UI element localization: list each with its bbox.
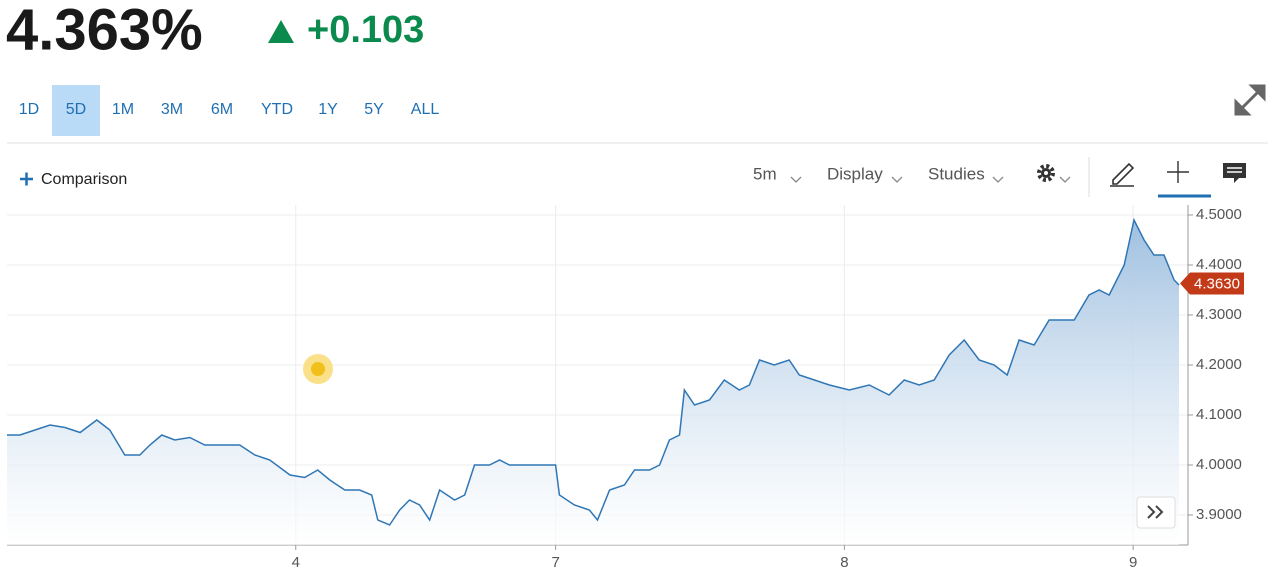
- y-tick-label: 3.9000: [1196, 506, 1242, 523]
- studies-button[interactable]: Studies: [928, 164, 985, 183]
- crosshair-icon[interactable]: [1167, 161, 1189, 183]
- x-tick-label: 9: [1129, 554, 1137, 571]
- comparison-label: Comparison: [41, 171, 127, 188]
- y-tick-label: 4.5000: [1196, 206, 1242, 223]
- y-tick-label: 4.4000: [1196, 256, 1242, 273]
- range-button[interactable]: 1M: [112, 101, 134, 118]
- range-button[interactable]: 6M: [211, 101, 233, 118]
- y-tick-label: 4.1000: [1196, 406, 1242, 423]
- range-selected-bg: [52, 85, 100, 136]
- chevrons: [790, 176, 1071, 183]
- y-tick-label: 4.3000: [1196, 306, 1242, 323]
- up-arrow: [268, 20, 294, 43]
- x-tick-label: 8: [840, 554, 848, 571]
- interval-button[interactable]: 5m: [753, 164, 777, 183]
- price: 4.363%: [6, 0, 203, 62]
- plus-icon: [20, 172, 33, 186]
- settings-icon[interactable]: [1037, 164, 1055, 182]
- price-line: [7, 217, 1180, 526]
- range-button[interactable]: 3M: [161, 101, 183, 118]
- range-button[interactable]: YTD: [261, 101, 293, 118]
- expand-icon[interactable]: [1234, 84, 1266, 116]
- x-tick-label: 4: [292, 554, 300, 571]
- event-marker[interactable]: [311, 362, 325, 376]
- comparison-button[interactable]: Comparison: [20, 171, 127, 188]
- price-change: +0.103: [307, 9, 424, 51]
- comment-icon[interactable]: [1223, 163, 1246, 183]
- last-value-label: 4.3630: [1194, 275, 1240, 292]
- range-button[interactable]: 1D: [19, 101, 39, 118]
- range-button[interactable]: 1Y: [318, 101, 338, 118]
- range-button[interactable]: ALL: [411, 101, 440, 118]
- y-tick-label: 4.0000: [1196, 456, 1242, 473]
- scroll-button[interactable]: [1136, 496, 1176, 529]
- range-bar: 1D 5D 1M 3M 6M YTD 1Y 5Y ALL: [19, 85, 440, 136]
- last-value-tag: [1180, 272, 1244, 295]
- area-fill: [7, 220, 1179, 545]
- x-tick-label: 7: [551, 554, 559, 571]
- y-tick-label: 4.2000: [1196, 356, 1242, 373]
- range-button[interactable]: 5D: [66, 101, 86, 118]
- plot: 3.9000 4.0000 4.1000 4.2000 4.3000 4.4000 4.50…: [7, 205, 1244, 571]
- range-button[interactable]: 5Y: [364, 101, 384, 118]
- draw-icon[interactable]: [1110, 162, 1135, 187]
- display-button[interactable]: Display: [827, 164, 883, 183]
